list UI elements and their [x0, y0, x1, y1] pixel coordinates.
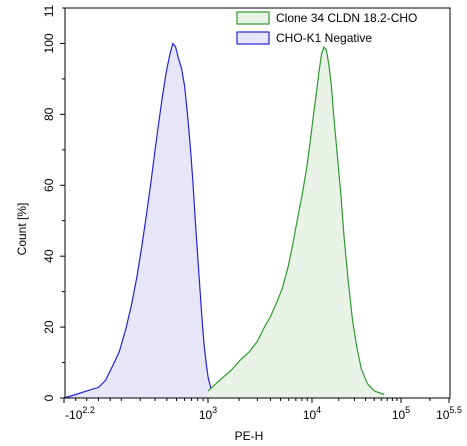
legend-label-series-2: CHO-K1 Negative — [276, 31, 372, 45]
y-tick-label: 0 — [42, 394, 56, 401]
x-axis-title: PE-H — [235, 429, 264, 443]
legend-swatch-series-1 — [236, 11, 270, 25]
legend-label-series-1: Clone 34 CLDN 18.2-CHO — [276, 11, 417, 25]
x-tick-label: -102.2 — [65, 405, 95, 422]
series-1-line — [207, 45, 385, 396]
series-layer — [63, 42, 385, 399]
legend: Clone 34 CLDN 18.2-CHO CHO-K1 Negative — [236, 11, 417, 45]
series-2-line — [63, 42, 221, 399]
x-tick-label: 103 — [199, 405, 217, 422]
series-1-area — [208, 47, 385, 398]
y-tick-label: 20 — [42, 320, 56, 334]
x-tick-label: 104 — [303, 405, 321, 422]
y-tick-label: 40 — [42, 249, 56, 263]
legend-swatch-series-2 — [236, 31, 270, 45]
y-tick-label-top: 11 — [42, 4, 56, 17]
series-2-area — [64, 43, 220, 398]
x-tick-label: 105.5 — [436, 405, 462, 422]
x-tick-label: 105 — [392, 405, 410, 422]
y-axis: 0 20 40 60 80 100 11 — [42, 4, 65, 401]
x-axis: -102.2 103 104 105 105.5 — [63, 398, 462, 422]
y-tick-label: 60 — [42, 178, 56, 192]
y-tick-label: 100 — [42, 33, 56, 53]
y-tick-label: 80 — [42, 107, 56, 121]
y-axis-title: Count [%] — [15, 203, 29, 256]
